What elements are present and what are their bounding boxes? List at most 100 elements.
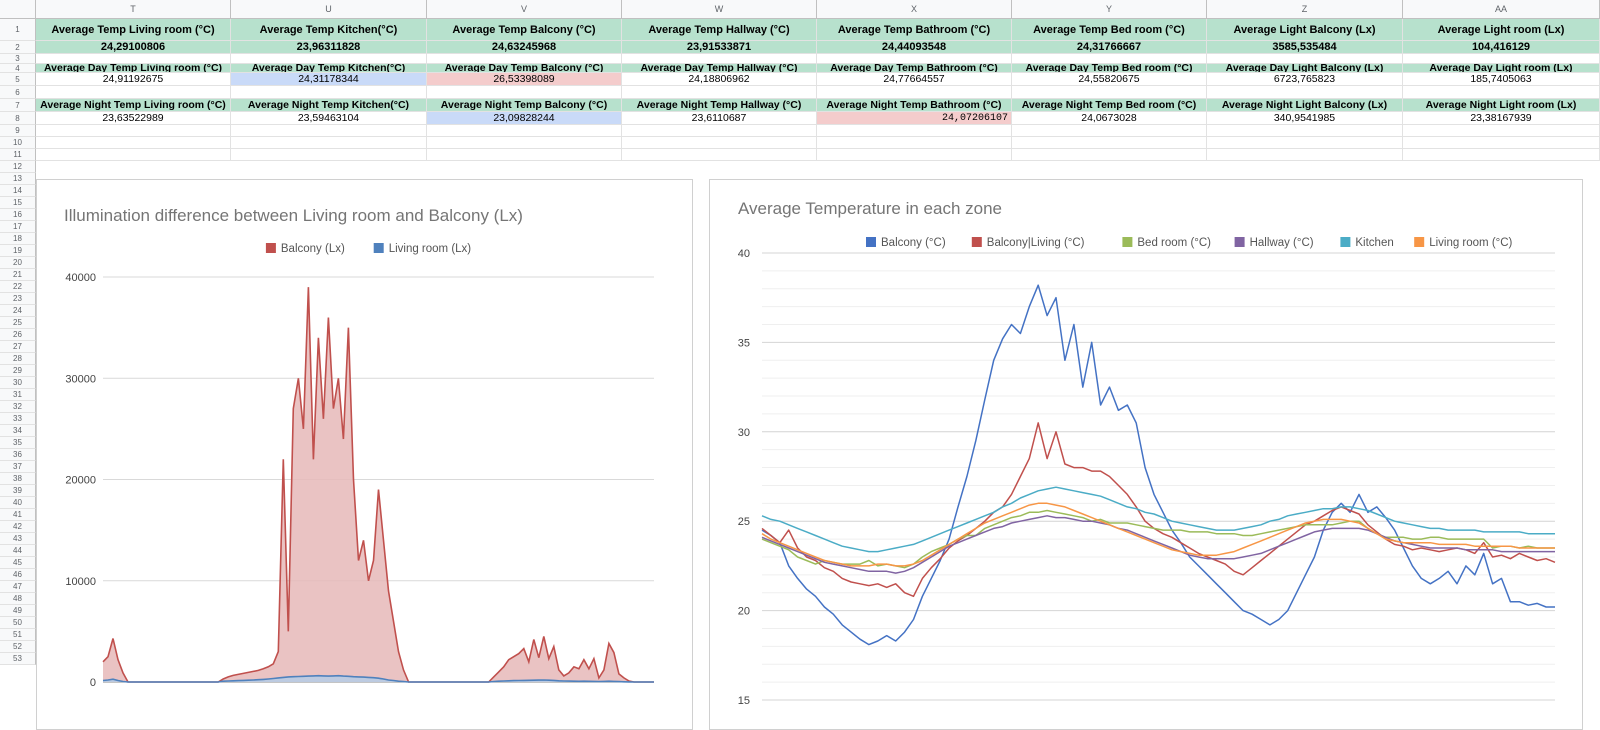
row-header[interactable]: 3: [0, 54, 36, 64]
series-line[interactable]: [761, 515, 1555, 574]
value-cell[interactable]: 24,18806962: [622, 73, 817, 86]
row-header[interactable]: 13: [0, 173, 36, 185]
value-cell[interactable]: 340,9541985: [1207, 112, 1403, 125]
series-line[interactable]: [761, 284, 1555, 646]
value-cell[interactable]: 26,53398089: [427, 73, 622, 86]
header-cell[interactable]: Average Night Light room (Lx): [1403, 99, 1600, 112]
row-header[interactable]: 21: [0, 269, 36, 281]
empty-cell[interactable]: [622, 137, 817, 149]
empty-cell[interactable]: [622, 86, 817, 99]
row-header[interactable]: 40: [0, 497, 36, 509]
empty-cell[interactable]: [36, 86, 231, 99]
empty-cell[interactable]: [1207, 125, 1403, 137]
row-header[interactable]: 42: [0, 521, 36, 533]
row-header[interactable]: 5: [0, 73, 36, 86]
value-cell[interactable]: 23,09828244: [427, 112, 622, 125]
row-header[interactable]: 44: [0, 545, 36, 557]
value-cell[interactable]: 185,7405063: [1403, 73, 1600, 86]
header-cell[interactable]: Average Temp Balcony (°C): [427, 19, 622, 41]
value-cell[interactable]: 3585,535484: [1207, 41, 1403, 54]
empty-cell[interactable]: [622, 125, 817, 137]
row-header[interactable]: 38: [0, 473, 36, 485]
row-header[interactable]: 27: [0, 341, 36, 353]
empty-cell[interactable]: [1012, 86, 1207, 99]
column-header[interactable]: V: [427, 0, 622, 19]
header-cell[interactable]: Average Night Temp Kitchen(°C): [231, 99, 427, 112]
empty-cell[interactable]: [427, 86, 622, 99]
header-cell[interactable]: Average Night Temp Living room (°C): [36, 99, 231, 112]
row-header[interactable]: 17: [0, 221, 36, 233]
empty-cell[interactable]: [427, 54, 622, 64]
value-cell[interactable]: 23,6110687: [622, 112, 817, 125]
row-header[interactable]: 12: [0, 161, 36, 173]
series-line[interactable]: [761, 422, 1556, 598]
empty-cell[interactable]: [231, 86, 427, 99]
row-header[interactable]: 28: [0, 353, 36, 365]
row-header[interactable]: 45: [0, 557, 36, 569]
legend-item[interactable]: Living room (Lx): [373, 243, 472, 255]
header-cell[interactable]: Average Day Temp Balcony (°C): [427, 64, 622, 73]
empty-cell[interactable]: [1403, 125, 1600, 137]
row-header[interactable]: 32: [0, 401, 36, 413]
header-cell[interactable]: Average Night Temp Hallway (°C): [622, 99, 817, 112]
column-header[interactable]: W: [622, 0, 817, 19]
row-header[interactable]: 36: [0, 449, 36, 461]
row-header[interactable]: 50: [0, 617, 36, 629]
row-header[interactable]: 24: [0, 305, 36, 317]
header-cell[interactable]: Average Temp Kitchen(°C): [231, 19, 427, 41]
column-header[interactable]: X: [817, 0, 1012, 19]
row-header[interactable]: 11: [0, 149, 36, 161]
value-cell[interactable]: 24,63245968: [427, 41, 622, 54]
empty-cell[interactable]: [1207, 54, 1403, 64]
legend-item[interactable]: Hallway (°C): [1234, 237, 1314, 249]
value-cell[interactable]: 24,91192675: [36, 73, 231, 86]
row-header[interactable]: 26: [0, 329, 36, 341]
empty-cell[interactable]: [1012, 149, 1207, 161]
value-cell[interactable]: 6723,765823: [1207, 73, 1403, 86]
header-cell[interactable]: Average Day Temp Bathroom (°C): [817, 64, 1012, 73]
column-header[interactable]: Z: [1207, 0, 1403, 19]
empty-cell[interactable]: [36, 149, 231, 161]
row-header[interactable]: 6: [0, 86, 36, 99]
empty-cell[interactable]: [817, 149, 1012, 161]
value-cell[interactable]: 23,91533871: [622, 41, 817, 54]
row-header[interactable]: 47: [0, 581, 36, 593]
row-header[interactable]: 46: [0, 569, 36, 581]
empty-cell[interactable]: [1403, 86, 1600, 99]
row-header[interactable]: 9: [0, 125, 36, 137]
empty-cell[interactable]: [427, 137, 622, 149]
row-header[interactable]: 2: [0, 41, 36, 54]
series-line[interactable]: [102, 674, 654, 683]
empty-cell[interactable]: [622, 149, 817, 161]
row-header[interactable]: 34: [0, 425, 36, 437]
header-cell[interactable]: Average Night Temp Bathroom (°C): [817, 99, 1012, 112]
value-cell[interactable]: 24,44093548: [817, 41, 1012, 54]
value-cell[interactable]: 24,55820675: [1012, 73, 1207, 86]
row-header[interactable]: 41: [0, 509, 36, 521]
header-cell[interactable]: Average Night Temp Bed room (°C): [1012, 99, 1207, 112]
value-cell[interactable]: 24,0673028: [1012, 112, 1207, 125]
row-header[interactable]: 29: [0, 365, 36, 377]
empty-cell[interactable]: [427, 125, 622, 137]
select-all-corner[interactable]: [0, 0, 36, 19]
header-cell[interactable]: Average Temp Bed room (°C): [1012, 19, 1207, 41]
temperature-chart[interactable]: Average Temperature in each zone 15 20 25 3…: [709, 179, 1583, 730]
value-cell[interactable]: 23,96311828: [231, 41, 427, 54]
legend-item[interactable]: Balcony (Lx): [265, 243, 345, 255]
row-header[interactable]: 53: [0, 653, 36, 665]
row-header[interactable]: 23: [0, 293, 36, 305]
row-header[interactable]: 31: [0, 389, 36, 401]
value-cell[interactable]: 24,07206107: [817, 112, 1012, 125]
header-cell[interactable]: Average Temp Bathroom (°C): [817, 19, 1012, 41]
empty-cell[interactable]: [817, 54, 1012, 64]
series-line[interactable]: [761, 502, 1555, 567]
empty-cell[interactable]: [231, 137, 427, 149]
row-header[interactable]: 30: [0, 377, 36, 389]
empty-cell[interactable]: [231, 54, 427, 64]
value-cell[interactable]: 24,31766667: [1012, 41, 1207, 54]
header-cell[interactable]: Average Day Temp Bed room (°C): [1012, 64, 1207, 73]
row-header[interactable]: 49: [0, 605, 36, 617]
header-cell[interactable]: Average Temp Hallway (°C): [622, 19, 817, 41]
column-header[interactable]: U: [231, 0, 427, 19]
legend-item[interactable]: Bed room (°C): [1122, 237, 1211, 249]
